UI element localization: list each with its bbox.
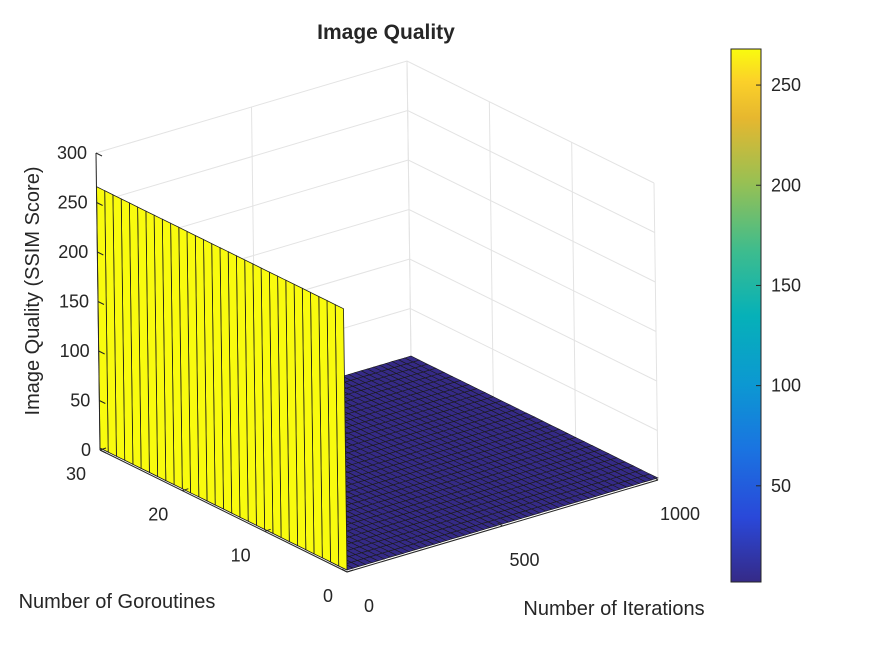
z-tick-mark [96,202,103,206]
x-tick-label: 0 [364,596,374,616]
y-axis-line [99,449,348,573]
colorbar-tick-label: 250 [771,75,801,95]
z-tick-label: 50 [70,391,90,411]
z-tick-mark [97,251,104,256]
y-tick-mark [264,528,271,532]
y-tick-label: 20 [148,505,168,525]
z-tick-label: 300 [57,143,87,163]
z-tick-mark [98,350,105,355]
z-tick-label: 200 [58,242,88,262]
z-axis-ticks: 0 50 100 150 200 250 300 [57,143,107,460]
colorbar-tick-label: 200 [771,175,801,195]
x-tick-mark [341,568,348,573]
surface-floor-patch [403,355,421,363]
z-tick-mark [99,449,107,454]
z-tick-mark [99,400,106,404]
colorbar-tick-label: 100 [771,376,801,396]
y-tick-label: 0 [323,586,333,606]
z-tick-label: 0 [81,440,91,460]
y-tick-mark [346,569,354,573]
grid-line-y-wall [653,182,659,481]
y-tick-mark [99,447,107,451]
colorbar-tick-label: 150 [771,275,801,295]
colorbar-tick-label: 50 [771,476,791,496]
colorbar-ticks: 50 100 150 200 250 [756,75,801,496]
x-tick-label: 500 [509,550,539,570]
grid-line-y-wall [488,101,494,399]
x-axis-ticks: 0 500 1000 [341,476,700,616]
z-axis-label: Image Quality (SSIM Score) [22,167,44,416]
z-tick-label: 100 [60,341,90,361]
grid-line-z [95,60,655,184]
x-tick-mark [652,476,659,481]
z-tick-label: 250 [58,193,88,213]
z-tick-mark [97,301,105,305]
colorbar: 50 100 150 200 250 [730,48,801,583]
x-axis-label: Number of Iterations [523,598,704,620]
z-tick-mark [95,152,103,157]
surface-plot [96,186,659,571]
y-tick-label: 30 [66,464,86,484]
grid-line-y-wall [571,142,577,440]
x-tick-label: 1000 [660,504,700,524]
colorbar-gradient [730,48,762,583]
grid-line-x-wall [406,60,412,359]
chart-title: Image Quality [317,21,455,44]
y-axis-ticks: 0 10 20 30 [66,447,354,606]
x-tick-mark [497,522,503,527]
z-tick-label: 150 [59,292,89,312]
grid-line-z [96,109,655,233]
y-tick-mark [182,488,189,492]
y-tick-label: 10 [231,545,251,565]
y-axis-label: Number of Goroutines [19,591,216,613]
